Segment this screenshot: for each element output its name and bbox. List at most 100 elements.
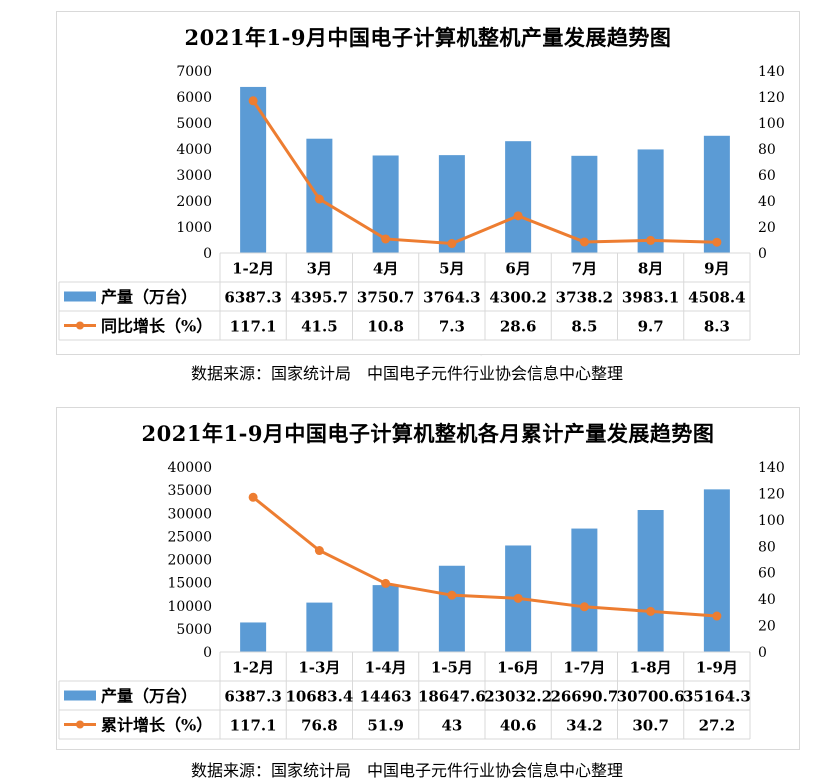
y-right-tick-label: 120 bbox=[758, 90, 785, 106]
data-label: 35164.3 bbox=[683, 688, 751, 706]
chart-panel-monthly: 2021年1-9月中国电子计算机整机产量发展趋势图 0 1000 2000 3000 4… bbox=[56, 11, 800, 355]
chart-title: 2021年1-9月中国电子计算机整机产量发展趋势图 bbox=[184, 25, 672, 50]
y-left-tick-label: 40000 bbox=[167, 460, 212, 476]
y-left-tick-label: 25000 bbox=[167, 529, 212, 545]
y-left-tick-label: 7000 bbox=[176, 64, 212, 80]
y-right-tick-label: 40 bbox=[758, 194, 776, 210]
line-point bbox=[579, 602, 589, 612]
bar bbox=[637, 149, 664, 253]
y-right-tick-label: 60 bbox=[758, 168, 776, 184]
y-right-tick-label: 140 bbox=[758, 64, 785, 80]
data-label: 14463 bbox=[360, 688, 412, 706]
series-line bbox=[252, 496, 717, 618]
x-tick-label: 1-3月 bbox=[298, 659, 340, 677]
data-label: 30.7 bbox=[632, 717, 669, 735]
data-label: 27.2 bbox=[699, 717, 736, 735]
data-label: 43 bbox=[441, 717, 462, 735]
x-tick-label: 3月 bbox=[307, 260, 332, 278]
line-point bbox=[314, 194, 324, 204]
data-label: 30700.6 bbox=[617, 688, 685, 706]
legend-label: 同比增长（%） bbox=[101, 317, 212, 336]
bar bbox=[306, 602, 333, 652]
x-tick-label: 1-7月 bbox=[563, 659, 605, 677]
bar bbox=[240, 622, 267, 652]
x-tick-label: 4月 bbox=[373, 260, 398, 278]
bar bbox=[372, 585, 399, 652]
legend-swatch-point bbox=[76, 720, 84, 729]
data-label: 40.6 bbox=[500, 717, 537, 735]
y-right-tick-label: 80 bbox=[758, 142, 776, 158]
data-label: 6387.3 bbox=[224, 289, 281, 307]
line-point bbox=[381, 578, 391, 588]
data-label: 18647.6 bbox=[418, 688, 486, 706]
y-right-tick-label: 0 bbox=[758, 645, 767, 661]
bar bbox=[438, 565, 465, 652]
data-label: 117.1 bbox=[230, 318, 277, 336]
y-left-tick-label: 30000 bbox=[167, 506, 212, 522]
line-point bbox=[381, 234, 391, 244]
legend-swatch-point bbox=[76, 321, 84, 330]
line-point bbox=[447, 590, 457, 600]
chart-title: 2021年1-9月中国电子计算机整机各月累计产量发展趋势图 bbox=[141, 421, 715, 446]
x-tick-label: 8月 bbox=[638, 260, 663, 278]
y-left-tick-label: 2000 bbox=[176, 194, 212, 210]
y-left-tick-label: 35000 bbox=[167, 483, 212, 499]
data-label: 41.5 bbox=[301, 318, 338, 336]
line-point bbox=[314, 546, 324, 556]
data-label: 6387.3 bbox=[224, 688, 281, 706]
x-tick-label: 5月 bbox=[439, 260, 464, 278]
y-right-tick-label: 100 bbox=[758, 116, 785, 132]
data-label: 76.8 bbox=[301, 717, 338, 735]
x-tick-label: 1-2月 bbox=[232, 659, 274, 677]
line-point bbox=[646, 606, 656, 616]
data-label: 4395.7 bbox=[291, 289, 348, 307]
x-tick-label: 1-6月 bbox=[497, 659, 539, 677]
x-tick-label: 7月 bbox=[572, 260, 597, 278]
y-right-tick-label: 120 bbox=[758, 486, 785, 502]
data-label: 7.3 bbox=[439, 318, 465, 336]
data-label: 117.1 bbox=[230, 717, 277, 735]
legend-label: 产量（万台） bbox=[101, 288, 197, 307]
data-label: 3750.7 bbox=[357, 289, 414, 307]
bar bbox=[637, 510, 664, 652]
x-tick-label: 9月 bbox=[704, 260, 729, 278]
x-tick-label: 1-4月 bbox=[365, 659, 407, 677]
data-label: 10.8 bbox=[367, 318, 404, 336]
x-tick-label: 1-5月 bbox=[431, 659, 473, 677]
bar bbox=[703, 489, 730, 652]
data-label: 8.3 bbox=[704, 318, 730, 336]
bar bbox=[571, 528, 598, 652]
data-label: 9.7 bbox=[638, 318, 664, 336]
y-left-tick-label: 0 bbox=[203, 645, 212, 661]
line-point bbox=[646, 235, 656, 245]
legend-swatch-bar bbox=[64, 291, 96, 302]
data-label: 4508.4 bbox=[688, 289, 745, 307]
y-left-tick-label: 5000 bbox=[176, 622, 212, 638]
line-point bbox=[248, 96, 258, 106]
y-right-tick-label: 60 bbox=[758, 566, 776, 582]
data-label: 51.9 bbox=[367, 717, 404, 735]
y-left-tick-label: 10000 bbox=[167, 599, 212, 615]
data-label: 8.5 bbox=[571, 318, 597, 336]
chart-monthly-production: 0 1000 2000 3000 4000 5000 6000 7000 0 20 40 60 80 10… bbox=[58, 64, 785, 341]
line-point bbox=[447, 239, 457, 249]
bar bbox=[438, 155, 465, 253]
data-source-note: 数据来源：国家统计局 中国电子元件行业协会信息中心整理 bbox=[190, 364, 623, 383]
x-tick-label: 1-2月 bbox=[232, 260, 274, 278]
data-label: 28.6 bbox=[500, 318, 537, 336]
line-point bbox=[712, 237, 722, 247]
y-right-tick-label: 80 bbox=[758, 539, 776, 555]
x-tick-label: 6月 bbox=[505, 260, 530, 278]
bar bbox=[703, 135, 730, 253]
line-point bbox=[579, 237, 589, 247]
legend-label: 累计增长（%） bbox=[101, 716, 212, 735]
data-label: 10683.4 bbox=[285, 688, 353, 706]
chart-cumulative-production: 0 5000 10000 15000 20000 25000 30000 35000 40000… bbox=[58, 460, 785, 740]
line-point bbox=[513, 593, 523, 603]
x-tick-label: 1-9月 bbox=[696, 659, 738, 677]
y-right-tick-label: 40 bbox=[758, 592, 776, 608]
y-left-tick-label: 20000 bbox=[167, 553, 212, 569]
series-line bbox=[251, 99, 717, 246]
y-left-tick-label: 15000 bbox=[167, 576, 212, 592]
data-label: 3764.3 bbox=[423, 289, 480, 307]
